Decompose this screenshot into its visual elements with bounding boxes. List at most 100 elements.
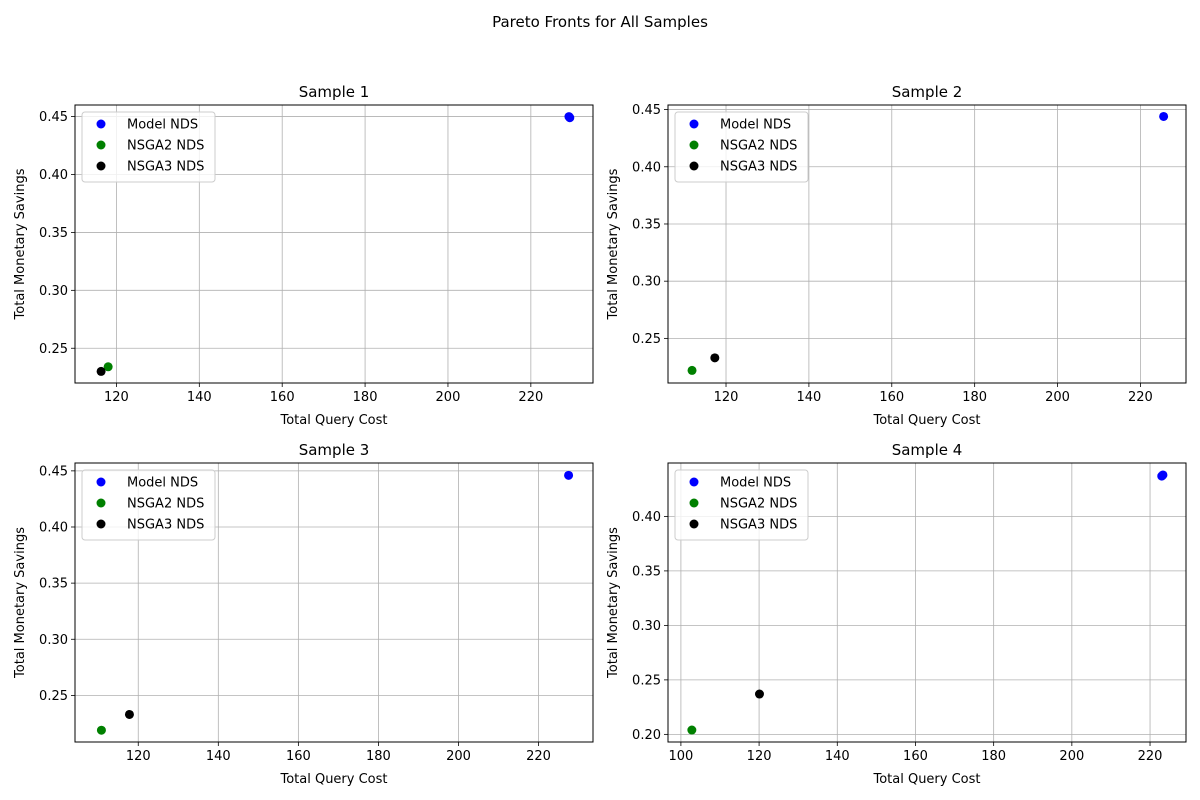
y-tick-label: 0.25 xyxy=(632,673,661,688)
x-tick-label: 160 xyxy=(879,390,904,405)
x-tick-label: 180 xyxy=(981,749,1006,764)
x-tick-label: 120 xyxy=(104,390,129,405)
data-point xyxy=(1159,111,1169,121)
subplot-title: Sample 3 xyxy=(299,441,370,459)
legend-marker xyxy=(96,477,106,487)
y-tick-label: 0.30 xyxy=(39,633,68,648)
legend-label: Model NDS xyxy=(720,118,791,133)
legend-label: NSGA3 NDS xyxy=(720,160,797,175)
legend-label: NSGA3 NDS xyxy=(720,518,797,533)
subplot-4: 100 120 140 160 180 200 220 0.20 0.25 0.30 0.35 0.4… xyxy=(606,441,1187,787)
legend-label: NSGA3 NDS xyxy=(127,518,204,533)
figure-suptitle: Pareto Fronts for All Samples xyxy=(492,13,708,31)
x-tick-label: 220 xyxy=(1128,390,1153,405)
y-axis-label: Total Monetary Savings xyxy=(13,527,28,679)
y-tick-label: 0.30 xyxy=(632,619,661,634)
y-tick-label: 0.35 xyxy=(39,577,68,592)
x-tick-label: 100 xyxy=(668,749,693,764)
x-tick-label: 200 xyxy=(436,390,461,405)
legend: Model NDS NSGA2 NDS NSGA3 NDS xyxy=(81,111,216,183)
data-point xyxy=(754,689,764,699)
data-point xyxy=(96,366,106,376)
x-tick-label: 140 xyxy=(796,390,821,405)
x-axis-label: Total Query Cost xyxy=(279,772,387,787)
data-point xyxy=(565,113,575,123)
y-tick-label: 0.30 xyxy=(39,284,68,299)
legend-marker xyxy=(689,140,699,150)
legend-label: Model NDS xyxy=(127,476,198,491)
x-tick-label: 220 xyxy=(1138,749,1163,764)
legend-label: NSGA2 NDS xyxy=(127,139,204,154)
legend-marker xyxy=(689,519,699,529)
x-tick-label: 200 xyxy=(1059,749,1084,764)
x-axis-label: Total Query Cost xyxy=(872,772,980,787)
x-tick-label: 220 xyxy=(526,749,551,764)
x-axis-label: Total Query Cost xyxy=(279,413,387,428)
y-tick-label: 0.40 xyxy=(632,510,661,525)
x-tick-label: 120 xyxy=(714,390,739,405)
x-tick-label: 160 xyxy=(286,749,311,764)
legend: Model NDS NSGA2 NDS NSGA3 NDS xyxy=(674,111,809,183)
x-axis-label: Total Query Cost xyxy=(872,413,980,428)
data-point xyxy=(564,470,574,480)
y-tick-label: 0.25 xyxy=(39,342,68,357)
x-tick-label: 180 xyxy=(353,390,378,405)
x-tick-label: 140 xyxy=(187,390,212,405)
data-point xyxy=(710,353,720,363)
legend-box xyxy=(674,469,809,541)
subplot-title: Sample 2 xyxy=(892,83,963,101)
subplot-title: Sample 1 xyxy=(299,83,370,101)
axes-frame xyxy=(74,104,594,384)
axes-frame xyxy=(74,462,594,743)
legend-label: Model NDS xyxy=(127,118,198,133)
legend-marker xyxy=(96,161,106,171)
legend: Model NDS NSGA2 NDS NSGA3 NDS xyxy=(81,469,216,541)
y-tick-label: 0.25 xyxy=(632,332,661,347)
data-point xyxy=(687,365,697,375)
legend-box xyxy=(81,469,216,541)
y-tick-label: 0.45 xyxy=(39,464,68,479)
y-tick-label: 0.45 xyxy=(39,110,68,125)
x-tick-label: 120 xyxy=(747,749,772,764)
y-axis-label: Total Monetary Savings xyxy=(606,168,621,320)
legend-marker xyxy=(96,140,106,150)
axes-frame xyxy=(667,462,1187,743)
subplot-1: 120 140 160 180 200 220 0.25 0.30 0.35 0.40 0.45 Sa… xyxy=(13,83,594,428)
y-tick-label: 0.25 xyxy=(39,689,68,704)
data-point xyxy=(1158,470,1168,480)
y-tick-label: 0.35 xyxy=(632,217,661,232)
legend: Model NDS NSGA2 NDS NSGA3 NDS xyxy=(674,469,809,541)
x-tick-label: 160 xyxy=(270,390,295,405)
y-axis-label: Total Monetary Savings xyxy=(13,168,28,320)
x-tick-label: 140 xyxy=(206,749,231,764)
y-tick-label: 0.30 xyxy=(632,275,661,290)
y-tick-label: 0.40 xyxy=(632,160,661,175)
y-axis-label: Total Monetary Savings xyxy=(606,527,621,679)
axes-frame xyxy=(667,104,1187,384)
x-tick-label: 140 xyxy=(825,749,850,764)
y-tick-label: 0.35 xyxy=(632,564,661,579)
x-tick-label: 220 xyxy=(518,390,543,405)
y-tick-label: 0.45 xyxy=(632,103,661,118)
legend-box xyxy=(674,111,809,183)
x-tick-label: 200 xyxy=(446,749,471,764)
legend-label: NSGA2 NDS xyxy=(720,497,797,512)
data-point xyxy=(103,362,113,372)
legend-marker xyxy=(96,498,106,508)
legend-marker xyxy=(689,498,699,508)
data-point xyxy=(124,709,134,719)
legend-label: Model NDS xyxy=(720,476,791,491)
legend-marker xyxy=(689,477,699,487)
legend-marker xyxy=(96,119,106,129)
x-tick-label: 180 xyxy=(366,749,391,764)
x-tick-label: 180 xyxy=(962,390,987,405)
legend-label: NSGA2 NDS xyxy=(127,497,204,512)
x-tick-label: 120 xyxy=(126,749,151,764)
data-point xyxy=(96,725,106,735)
y-tick-label: 0.35 xyxy=(39,226,68,241)
y-tick-label: 0.20 xyxy=(632,728,661,743)
legend-marker xyxy=(689,161,699,171)
y-tick-label: 0.40 xyxy=(39,520,68,535)
subplot-title: Sample 4 xyxy=(892,441,963,459)
